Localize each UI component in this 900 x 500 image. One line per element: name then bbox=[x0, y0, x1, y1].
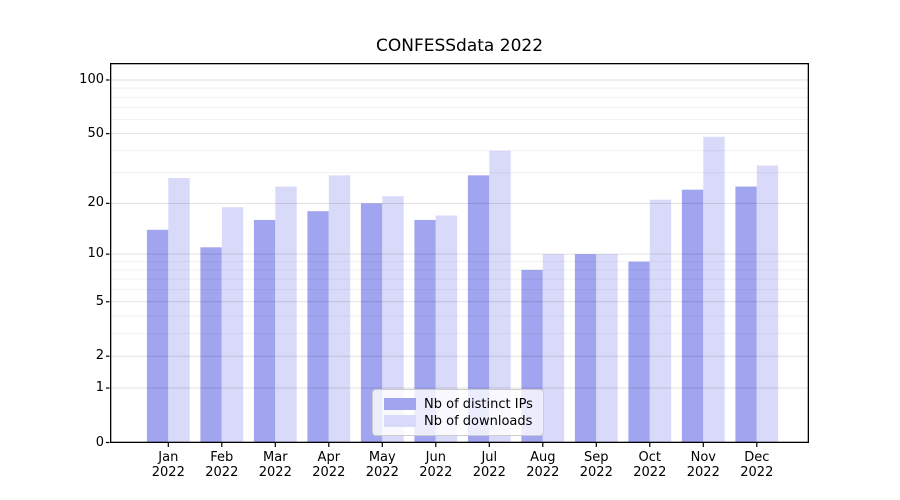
x-tick-label: Jun 2022 bbox=[419, 450, 453, 480]
bar-downloads-dec bbox=[756, 165, 779, 443]
x-tick-label: Dec 2022 bbox=[740, 450, 774, 480]
bar-ips-jan bbox=[146, 229, 169, 443]
legend-swatch-ips-icon bbox=[384, 398, 416, 410]
bar-downloads-jul bbox=[489, 150, 511, 443]
plot-area bbox=[106, 62, 810, 447]
x-tick-label: May 2022 bbox=[365, 450, 399, 480]
y-tick-label: 100 bbox=[79, 72, 104, 87]
chart-title: CONFESSdata 2022 bbox=[375, 36, 544, 56]
bar-downloads-sep bbox=[596, 254, 618, 443]
y-tick-label: 5 bbox=[95, 293, 104, 309]
x-tick-label: Jul 2022 bbox=[472, 450, 506, 480]
bar-downloads-mar bbox=[275, 186, 297, 443]
y-tick-label: 0 bbox=[95, 434, 104, 450]
bar-ips-sep bbox=[574, 254, 597, 443]
y-tick-label: 10 bbox=[87, 246, 104, 262]
bar-ips-jul bbox=[467, 175, 490, 443]
legend-item-downloads: Nb of downloads bbox=[384, 413, 535, 429]
bar-downloads-feb bbox=[221, 207, 244, 443]
bar-downloads-oct bbox=[649, 199, 672, 443]
bar-downloads-jan bbox=[168, 178, 190, 443]
bar-downloads-may bbox=[382, 196, 404, 443]
x-tick-label: Feb 2022 bbox=[205, 450, 239, 480]
y-tick-label: 2 bbox=[95, 348, 104, 364]
bar-downloads-apr bbox=[328, 175, 351, 443]
bar-ips-feb bbox=[200, 247, 222, 443]
bar-ips-nov bbox=[681, 189, 704, 443]
x-tick-label: Sep 2022 bbox=[579, 450, 613, 480]
bar-ips-jun bbox=[414, 219, 436, 443]
x-tick-label: Jan 2022 bbox=[151, 450, 185, 480]
plot-frame bbox=[109, 62, 810, 444]
bar-downloads-jun bbox=[435, 215, 458, 443]
bar-ips-oct bbox=[628, 261, 650, 443]
x-tick-label: Aug 2022 bbox=[526, 450, 560, 480]
bar-ips-apr bbox=[307, 211, 329, 443]
bar-ips-dec bbox=[735, 186, 757, 443]
bar-downloads-nov bbox=[703, 136, 725, 443]
x-tick-label: Nov 2022 bbox=[686, 450, 720, 480]
x-tick-label: Oct 2022 bbox=[633, 450, 667, 480]
legend-label-downloads: Nb of downloads bbox=[424, 413, 533, 429]
bar-ips-mar bbox=[253, 219, 276, 443]
legend-item-ips: Nb of distinct IPs bbox=[384, 396, 535, 412]
legend: Nb of distinct IPs Nb of downloads bbox=[372, 389, 544, 436]
x-tick-label: Mar 2022 bbox=[258, 450, 292, 480]
y-tick-label: 20 bbox=[87, 195, 104, 211]
x-tick-label: Apr 2022 bbox=[312, 450, 346, 480]
legend-swatch-downloads-icon bbox=[384, 415, 416, 427]
legend-label-ips: Nb of distinct IPs bbox=[424, 396, 533, 412]
bar-ips-may bbox=[360, 203, 383, 443]
y-tick-label: 1 bbox=[95, 380, 104, 396]
y-tick-label: 50 bbox=[87, 125, 104, 141]
bar-downloads-aug bbox=[542, 254, 565, 443]
